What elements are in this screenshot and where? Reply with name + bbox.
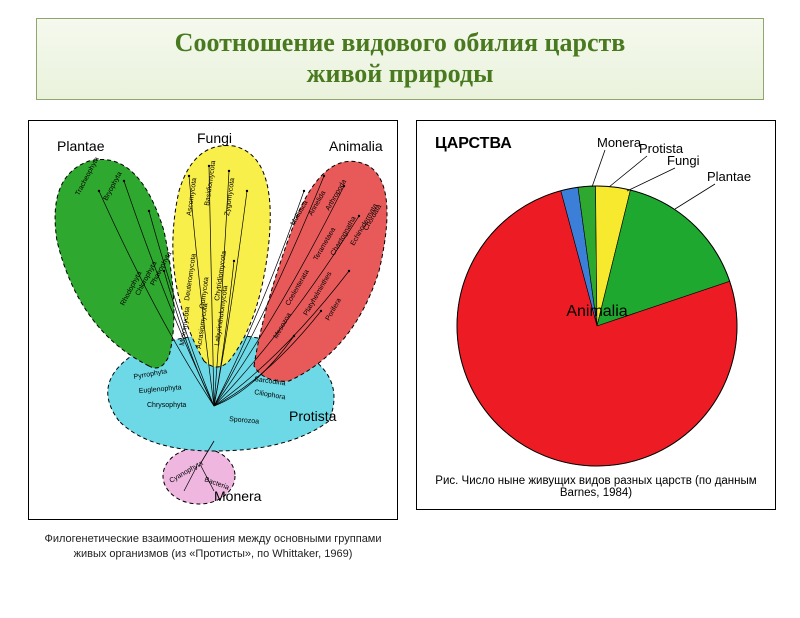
label-protista: Protista [289,408,337,424]
label-fungi: Fungi [197,130,232,146]
label-plantae: Plantae [57,138,105,154]
phylum-label: Chrysophyta [147,402,186,409]
pie-legend-plantae: Plantae [707,169,751,184]
pie-chart: AnimaliaMoneraProtistaFungiPlantae [417,121,777,511]
title-line-2: живой природы [47,58,753,89]
label-monera: Monera [214,488,262,504]
pie-caption: Рис. Число ныне живущих видов разных цар… [417,475,775,499]
pie-legend-fungi: Fungi [667,153,700,168]
pie-wrap: ЦАРСТВА AnimaliaMoneraProtistaFungiPlant… [417,121,775,509]
pie-label-animalia: Animalia [566,303,627,320]
title-line-1: Соотношение видового обилия царств [47,27,753,58]
label-animalia: Animalia [329,138,383,154]
page-title: Соотношение видового обилия царств живой… [47,27,753,89]
phylogeny-caption: Филогенетические взаимоотношения между о… [28,526,398,561]
pie-panel: ЦАРСТВА AnimaliaMoneraProtistaFungiPlant… [416,120,776,510]
phylogeny-diagram: PlantaeFungiAnimaliaProtistaMoneraTrache… [29,121,399,521]
pie-title: ЦАРСТВА [435,135,512,153]
panels-row: PlantaeFungiAnimaliaProtistaMoneraTrache… [0,112,800,520]
phylogeny-panel: PlantaeFungiAnimaliaProtistaMoneraTrache… [28,120,398,520]
page-title-box: Соотношение видового обилия царств живой… [36,18,764,100]
pie-legend-monera: Monera [597,135,642,150]
